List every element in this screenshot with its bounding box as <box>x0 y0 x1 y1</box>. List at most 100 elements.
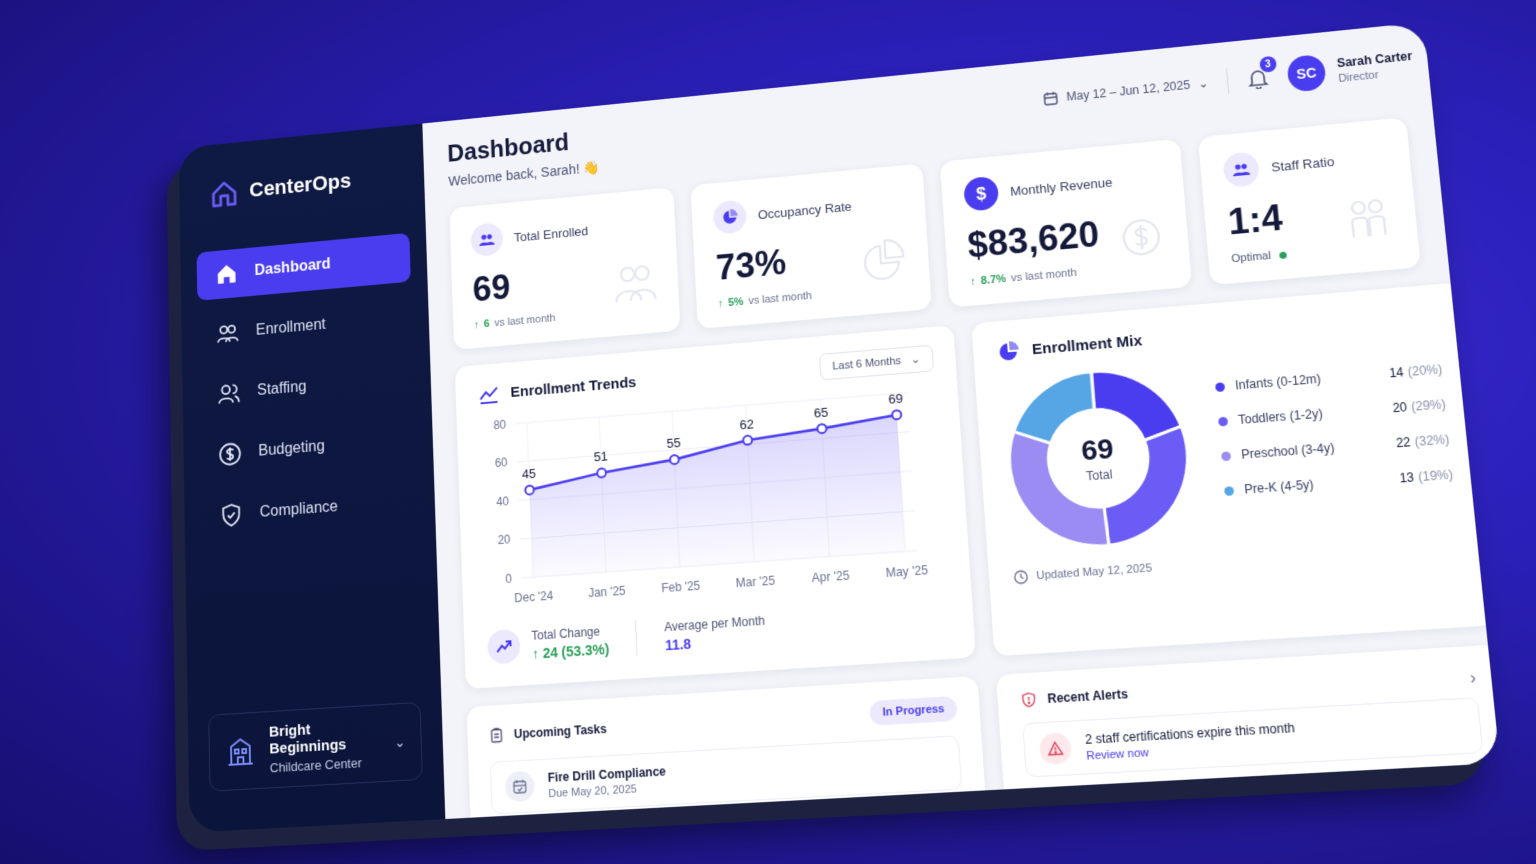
legend-pct: (19%) <box>1418 467 1454 484</box>
donut-center: 69 Total <box>999 360 1199 556</box>
pie-watermark-icon <box>860 236 909 290</box>
y-tick-label: 20 <box>497 533 511 548</box>
chevron-down-icon: ⌄ <box>394 733 406 751</box>
card-label: Occupancy Rate <box>757 199 852 222</box>
y-tick-label: 80 <box>493 418 507 433</box>
user-info: Sarah Carter Director <box>1336 49 1414 85</box>
recent-alerts-card: Recent Alerts › 2 staff certifications e… <box>996 644 1500 810</box>
task-item[interactable]: Fire Drill Compliance Due May 20, 2025 <box>490 735 963 814</box>
data-point[interactable] <box>817 424 826 434</box>
shield-alert-icon <box>1020 691 1038 709</box>
clock-icon <box>1013 570 1028 585</box>
alert-item[interactable]: 2 staff certifications expire this month… <box>1022 697 1483 778</box>
x-tick-label: Jan '25 <box>588 584 626 601</box>
range-dropdown[interactable]: Last 6 Months ⌄ <box>819 345 934 381</box>
sidebar-item-enrollment[interactable]: Enrollment <box>198 293 413 361</box>
total-change-text: Total Change ↑ 24 (53.3%) <box>531 623 609 661</box>
occupancy-rate-card[interactable]: Occupancy Rate 73% ↑ 5% vs last month <box>690 163 931 329</box>
card-header: Occupancy Rate <box>713 185 904 235</box>
trend-line-icon <box>478 383 500 406</box>
date-range-text: May 12 – Jun 12, 2025 <box>1066 78 1191 104</box>
sidebar-item-compliance[interactable]: Compliance <box>201 476 419 542</box>
legend-item-preschool[interactable]: Preschool (3-4y) 22 (32%) <box>1221 432 1450 463</box>
trends-title: Enrollment Trends <box>510 374 636 401</box>
app-window: CenterOps Dashboard Enrollment Staffing … <box>179 22 1500 833</box>
data-label: 62 <box>739 416 754 432</box>
data-point[interactable] <box>525 485 534 494</box>
staff-icon <box>217 380 241 406</box>
monthly-revenue-card[interactable]: $ Monthly Revenue $83,620 ↑ 8.7% vs last… <box>940 139 1192 308</box>
y-tick-label: 0 <box>505 572 512 586</box>
data-point[interactable] <box>892 410 902 420</box>
calendar-check-icon <box>505 771 535 803</box>
sidebar-item-budgeting[interactable]: Budgeting <box>200 414 417 481</box>
range-value: Last 6 Months <box>832 355 901 372</box>
chevron-down-icon: ⌄ <box>1198 76 1209 91</box>
trend-chart-svg: 020406080 455155626569 Dec '24 Jan '25 Feb… <box>479 376 947 618</box>
status-text: Optimal <box>1231 250 1272 265</box>
notifications-button[interactable]: 3 <box>1246 66 1271 90</box>
legend-count: 13 <box>1399 470 1415 486</box>
total-change-value: ↑ 24 (53.3%) <box>532 640 610 661</box>
total-change-label: Total Change <box>531 623 609 642</box>
card-label: Monthly Revenue <box>1010 174 1113 198</box>
task-due: Due May 20, 2025 <box>548 781 667 800</box>
data-point[interactable] <box>743 435 752 445</box>
sidebar-item-staffing[interactable]: Staffing <box>199 353 415 420</box>
clipboard-icon <box>489 727 505 744</box>
arrow-up-icon: ↑ <box>718 298 724 310</box>
delta-value: 8.7% <box>980 273 1006 287</box>
legend-item-prek[interactable]: Pre-K (4-5y) 13 (19%) <box>1224 467 1454 498</box>
total-enrolled-card[interactable]: Total Enrolled 69 ↑ 6 vs last month <box>449 187 680 350</box>
sidebar-item-dashboard[interactable]: Dashboard <box>197 233 411 301</box>
sidebar-item-label: Compliance <box>260 498 339 521</box>
legend-label: Toddlers (1-2y) <box>1238 406 1324 427</box>
donut-chart: 69 Total <box>999 360 1199 556</box>
y-tick-label: 40 <box>496 494 510 509</box>
card-header: Staff Ratio <box>1222 139 1388 188</box>
top-right: May 12 – Jun 12, 2025 ⌄ 3 SC Sarah Carte… <box>1041 43 1438 117</box>
upcoming-tasks-card: Upcoming Tasks In Progress Fire Drill Co… <box>467 676 987 833</box>
legend-count: 14 <box>1388 365 1404 380</box>
legend-label: Infants (0-12m) <box>1235 372 1322 393</box>
user-menu[interactable]: SC Sarah Carter Director ⌄ <box>1286 43 1438 93</box>
legend-count: 22 <box>1395 435 1411 451</box>
x-tick-label: May '25 <box>885 563 928 580</box>
chevron-right-icon[interactable]: › <box>1469 669 1477 689</box>
users-icon <box>216 320 240 346</box>
legend-item-infants[interactable]: Infants (0-12m) 14 (20%) <box>1215 362 1443 394</box>
trending-up-icon <box>487 629 521 665</box>
avg-value: 11.8 <box>665 630 767 653</box>
staff-watermark-icon <box>1341 192 1395 247</box>
arrow-up-icon: ↑ <box>474 319 480 331</box>
card-header: Total Enrolled <box>470 208 654 257</box>
main-content: Dashboard Welcome back, Sarah! 👋 May 12 … <box>422 22 1500 819</box>
chevron-down-icon: ⌄ <box>1425 54 1437 69</box>
title-block: Dashboard Welcome back, Sarah! 👋 <box>447 126 600 189</box>
donut-label: Total <box>1086 467 1113 483</box>
dollar-icon: $ <box>963 176 999 212</box>
org-switcher[interactable]: Bright Beginnings Childcare Center ⌄ <box>208 702 423 792</box>
dollar-watermark-icon <box>1116 213 1167 268</box>
sidebar-item-label: Enrollment <box>256 317 326 340</box>
average-per-month: Average per Month 11.8 <box>664 613 766 653</box>
legend-label: Pre-K (4-5y) <box>1244 477 1315 496</box>
enrollment-mix-card: Enrollment Mix 69 Total <box>971 282 1495 656</box>
data-point[interactable] <box>670 455 679 465</box>
x-tick-label: Apr '25 <box>811 568 850 585</box>
delta-note: vs last month <box>748 290 812 307</box>
mix-legend: Infants (0-12m) 14 (20%) Toddlers (1-2y)… <box>1215 362 1456 519</box>
data-point[interactable] <box>597 468 606 477</box>
tasks-title: Upcoming Tasks <box>514 722 607 742</box>
data-label: 51 <box>594 449 609 465</box>
sidebar-item-label: Staffing <box>257 379 307 400</box>
staff-ratio-card[interactable]: Staff Ratio 1:4 Optimal <box>1198 117 1421 285</box>
legend-dot <box>1224 486 1234 496</box>
divider <box>635 620 638 656</box>
legend-item-toddlers[interactable]: Toddlers (1-2y) 20 (29%) <box>1218 397 1447 429</box>
divider <box>1226 68 1229 93</box>
card-label: Staff Ratio <box>1271 154 1335 175</box>
brand[interactable]: CenterOps <box>208 158 408 211</box>
date-range-picker[interactable]: May 12 – Jun 12, 2025 ⌄ <box>1042 75 1209 107</box>
delta-note: vs last month <box>494 312 556 329</box>
